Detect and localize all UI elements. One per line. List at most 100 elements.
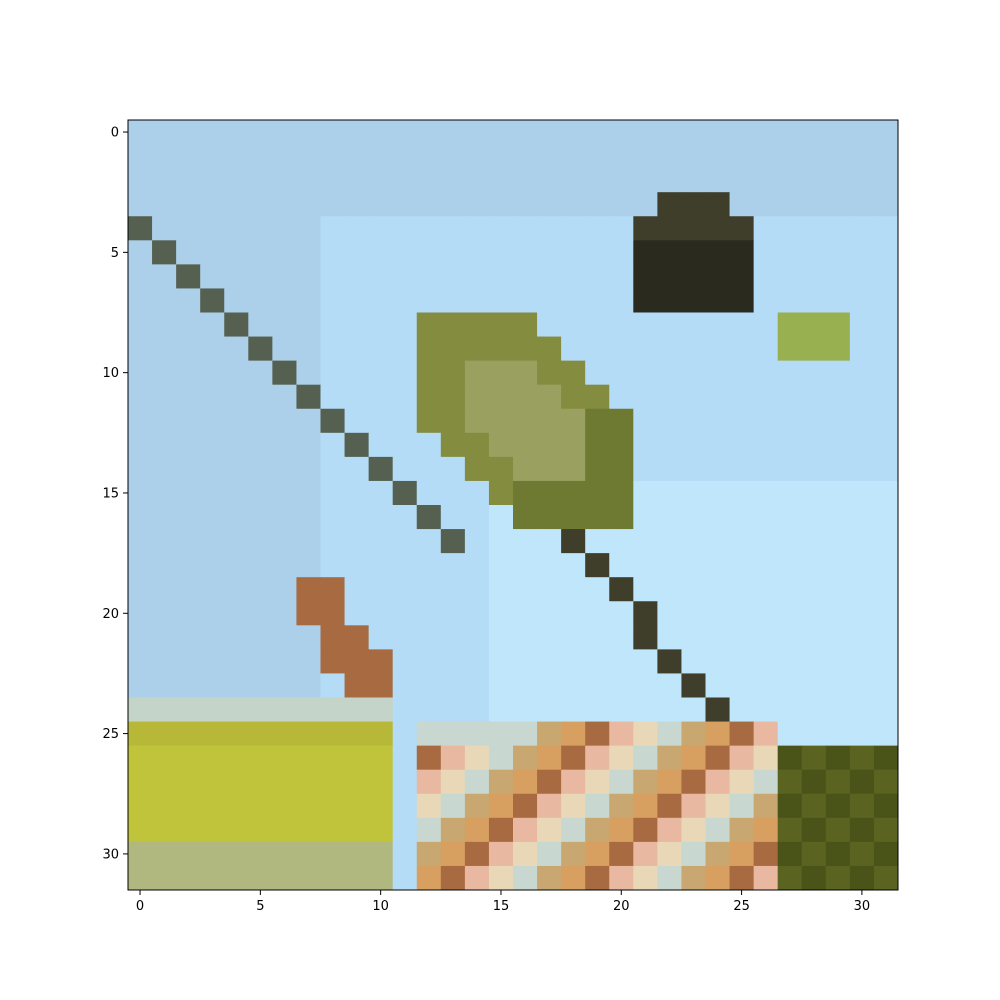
pixel-cell	[633, 360, 658, 386]
pixel-cell	[513, 264, 538, 289]
pixel-cell	[729, 721, 755, 747]
pixel-cell	[248, 384, 273, 410]
pixel-cell	[873, 721, 899, 747]
pixel-cell	[537, 192, 562, 217]
pixel-cell	[777, 817, 803, 843]
pixel-cell	[224, 288, 249, 313]
pixel-cell	[344, 240, 370, 265]
pixel-cell	[753, 480, 779, 506]
pixel-cell	[344, 745, 370, 771]
pixel-cell	[537, 312, 562, 338]
pixel-cell	[777, 240, 803, 265]
pixel-cell	[392, 697, 418, 723]
pixel-cell	[152, 192, 177, 217]
pixel-cell	[488, 312, 514, 338]
pixel-cell	[152, 601, 177, 626]
pixel-cell	[488, 168, 514, 193]
pixel-cell	[873, 697, 899, 723]
pixel-cell	[128, 384, 153, 410]
pixel-cell	[633, 432, 658, 458]
pixel-cell	[392, 312, 418, 338]
pixel-cell	[513, 192, 538, 217]
pixel-cell	[777, 841, 803, 867]
pixel-cell	[392, 721, 418, 747]
pixel-cell	[561, 673, 586, 698]
pixel-cell	[801, 168, 827, 193]
pixel-cell	[248, 336, 273, 362]
pixel-cell	[561, 745, 586, 771]
pixel-cell	[248, 480, 273, 506]
pixel-cell	[753, 336, 779, 362]
pixel-cell	[657, 216, 682, 241]
pixel-cell	[488, 240, 514, 265]
pixel-cell	[272, 505, 297, 530]
pixel-cell	[849, 480, 875, 506]
pixel-cell	[200, 841, 225, 867]
pixel-cell	[128, 793, 153, 819]
pixel-cell	[464, 529, 490, 554]
pixel-cell	[561, 721, 586, 747]
pixel-cell	[609, 745, 634, 771]
pixel-cell	[825, 216, 851, 241]
pixel-cell	[657, 168, 682, 193]
y-axis: 0 5 10 15 20 25 30	[102, 126, 128, 862]
pixel-cell	[344, 192, 370, 217]
pixel-cell	[681, 408, 706, 434]
pixel-cell	[585, 841, 610, 867]
pixel-cell	[152, 673, 177, 698]
pixel-cell	[825, 745, 851, 771]
pixel-cell	[681, 336, 706, 362]
pixel-cell	[272, 697, 297, 723]
pixel-cell	[705, 769, 731, 795]
pixel-cell	[224, 577, 249, 602]
pixel-cell	[344, 529, 370, 554]
pixel-cell	[128, 673, 153, 698]
pixel-cell	[152, 841, 177, 867]
pixel-cell	[272, 649, 297, 674]
pixel-cell	[368, 408, 394, 434]
pixel-cell	[320, 793, 346, 819]
pixel-cell	[272, 529, 297, 554]
pixel-cell	[537, 865, 562, 891]
pixel-cell	[633, 168, 658, 193]
pixel-cell	[272, 168, 297, 193]
pixel-cell	[392, 168, 418, 193]
pixel-cell	[705, 697, 731, 723]
pixel-cell	[513, 360, 538, 386]
pixel-cell	[681, 769, 706, 795]
pixel-cell	[488, 264, 514, 289]
pixel-cell	[705, 384, 731, 410]
pixel-cell	[344, 841, 370, 867]
pixel-cell	[416, 553, 442, 578]
pixel-cell	[705, 360, 731, 386]
pixel-cell	[488, 721, 514, 747]
pixel-cell	[585, 336, 610, 362]
pixel-cell	[416, 625, 442, 650]
pixel-cell	[777, 192, 803, 217]
pixel-cell	[633, 456, 658, 482]
pixel-cell	[633, 553, 658, 578]
pixel-cell	[705, 601, 731, 626]
pixel-cell	[537, 288, 562, 313]
pixel-cell	[873, 673, 899, 698]
pixel-cell	[753, 697, 779, 723]
pixel-cell	[128, 240, 153, 265]
pixel-cell	[705, 408, 731, 434]
pixel-cell	[200, 144, 225, 169]
pixel-cell	[152, 745, 177, 771]
pixel-cell	[392, 120, 418, 145]
pixel-cell	[777, 312, 803, 338]
pixel-cell	[729, 384, 755, 410]
pixel-cell	[849, 673, 875, 698]
pixel-cell	[440, 793, 466, 819]
pixel-cell	[657, 577, 682, 602]
pixel-cell	[801, 480, 827, 506]
pixel-cell	[152, 336, 177, 362]
pixel-cell	[368, 841, 394, 867]
pixel-cell	[128, 697, 153, 723]
pixel-cell	[440, 817, 466, 843]
pixel-cell	[368, 456, 394, 482]
pixel-cell	[416, 601, 442, 626]
pixel-cell	[224, 192, 249, 217]
pixel-cell	[464, 745, 490, 771]
